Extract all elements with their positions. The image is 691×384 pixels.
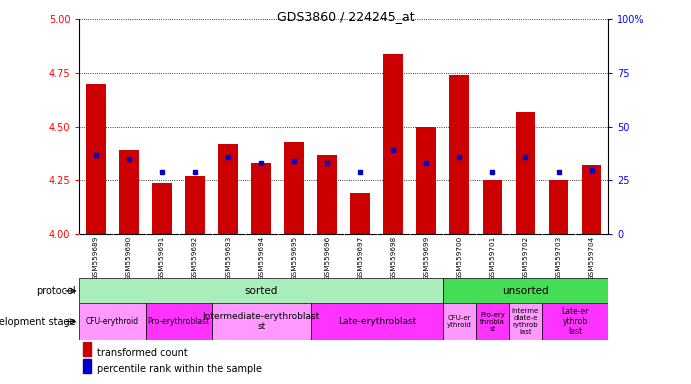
Text: GSM559690: GSM559690 — [126, 235, 132, 280]
Text: CFU-er
ythroid: CFU-er ythroid — [447, 315, 472, 328]
Bar — [146, 303, 211, 340]
Text: Intermediate-erythroblast
st: Intermediate-erythroblast st — [202, 312, 320, 331]
Bar — [417, 127, 436, 234]
Text: Pro-erythroblast: Pro-erythroblast — [147, 317, 209, 326]
Bar — [350, 194, 370, 234]
Bar — [509, 303, 542, 340]
Bar — [476, 303, 509, 340]
Bar — [482, 180, 502, 234]
Bar — [311, 303, 443, 340]
Bar — [317, 155, 337, 234]
Bar — [83, 342, 91, 356]
Bar — [79, 303, 146, 340]
Text: Interme
diate-e
rythrob
last: Interme diate-e rythrob last — [512, 308, 539, 335]
Text: GDS3860 / 224245_at: GDS3860 / 224245_at — [276, 10, 415, 23]
Text: GSM559693: GSM559693 — [225, 235, 231, 280]
Text: GSM559689: GSM559689 — [93, 235, 99, 280]
Text: GSM559692: GSM559692 — [192, 235, 198, 280]
Bar — [83, 359, 91, 373]
Text: sorted: sorted — [245, 286, 278, 296]
Text: GSM559694: GSM559694 — [258, 235, 264, 280]
Text: GSM559699: GSM559699 — [424, 235, 429, 280]
Text: unsorted: unsorted — [502, 286, 549, 296]
Bar — [218, 144, 238, 234]
Text: GSM559702: GSM559702 — [522, 235, 529, 280]
Text: Late-erythroblast: Late-erythroblast — [338, 317, 416, 326]
Text: GSM559695: GSM559695 — [291, 235, 297, 280]
Text: Pro-ery
throbla
st: Pro-ery throbla st — [480, 311, 505, 332]
Bar — [384, 54, 404, 234]
Bar — [119, 151, 139, 234]
Bar — [86, 84, 106, 234]
Text: development stage: development stage — [0, 316, 76, 327]
Bar — [582, 166, 601, 234]
Bar — [449, 75, 469, 234]
Text: GSM559698: GSM559698 — [390, 235, 397, 280]
Bar — [152, 183, 172, 234]
Bar — [185, 176, 205, 234]
Bar — [284, 142, 304, 234]
Text: percentile rank within the sample: percentile rank within the sample — [97, 364, 262, 374]
Text: GSM559696: GSM559696 — [324, 235, 330, 280]
Text: GSM559701: GSM559701 — [489, 235, 495, 280]
Bar — [252, 163, 271, 234]
Text: Late-er
ythrob
last: Late-er ythrob last — [561, 307, 589, 336]
Bar — [211, 303, 311, 340]
Bar — [443, 303, 476, 340]
Text: transformed count: transformed count — [97, 348, 188, 358]
Bar — [79, 278, 443, 303]
Text: GSM559700: GSM559700 — [457, 235, 462, 280]
Bar — [542, 303, 608, 340]
Bar — [443, 278, 608, 303]
Text: GSM559704: GSM559704 — [589, 235, 594, 280]
Text: GSM559703: GSM559703 — [556, 235, 562, 280]
Text: GSM559697: GSM559697 — [357, 235, 363, 280]
Text: GSM559691: GSM559691 — [159, 235, 165, 280]
Bar — [549, 180, 569, 234]
Bar — [515, 112, 536, 234]
Text: CFU-erythroid: CFU-erythroid — [86, 317, 139, 326]
Text: protocol: protocol — [37, 286, 76, 296]
